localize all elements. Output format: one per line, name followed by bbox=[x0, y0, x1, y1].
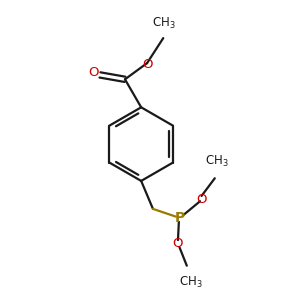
Text: P: P bbox=[174, 211, 184, 225]
Text: O: O bbox=[196, 193, 207, 206]
Text: CH$_3$: CH$_3$ bbox=[205, 154, 229, 169]
Text: O: O bbox=[88, 66, 99, 79]
Text: CH$_3$: CH$_3$ bbox=[179, 275, 203, 290]
Text: CH$_3$: CH$_3$ bbox=[152, 16, 176, 31]
Text: O: O bbox=[173, 237, 183, 250]
Text: O: O bbox=[143, 58, 153, 71]
